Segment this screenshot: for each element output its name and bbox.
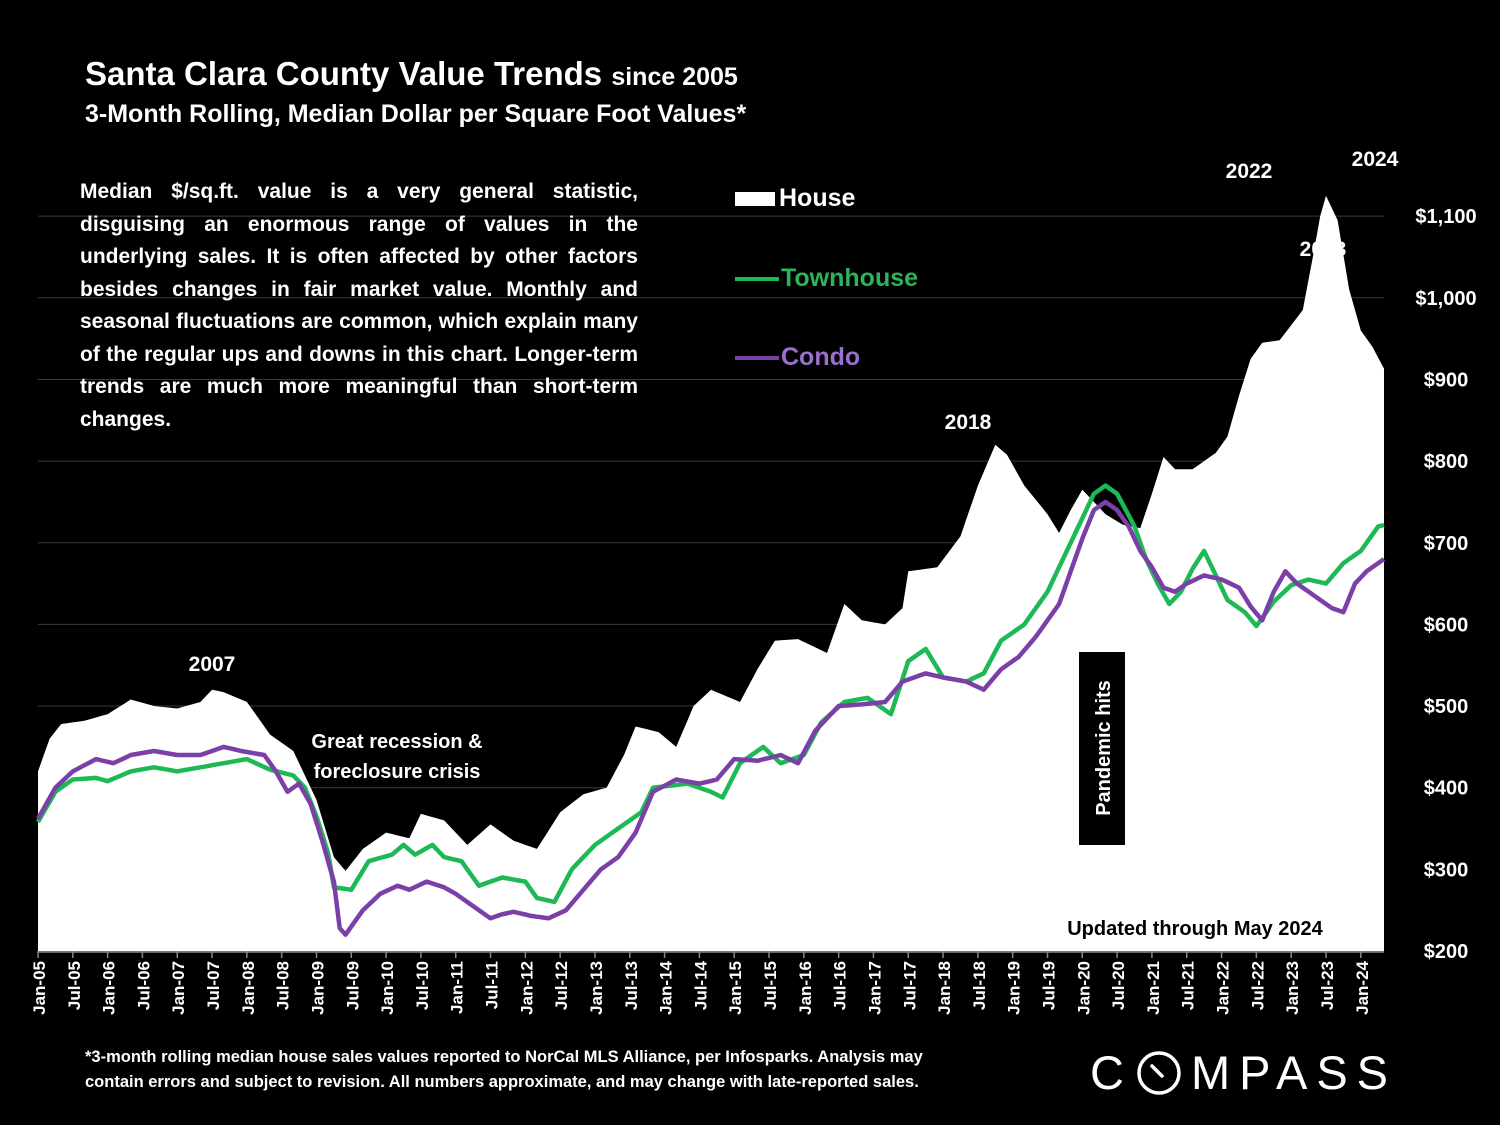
- pandemic-box: [1079, 652, 1125, 845]
- x-tick-label: Jul-12: [552, 961, 571, 1010]
- x-tick-label: Jan-16: [796, 961, 815, 1015]
- x-tick-label: Jan-22: [1214, 961, 1233, 1015]
- x-tick-label: Jul-11: [483, 961, 502, 1009]
- x-tick-label: Jan-24: [1353, 960, 1372, 1014]
- x-tick-label: Jul-08: [274, 961, 293, 1010]
- x-tick-label: Jan-19: [1005, 961, 1024, 1015]
- compass-o-icon: [1137, 1050, 1181, 1095]
- x-tick-label: Jul-07: [204, 961, 223, 1010]
- townhouse-line: [36, 483, 1385, 905]
- annotation-updated: Updated through May 2024: [1067, 918, 1323, 940]
- title-main: Santa Clara County Value Trends: [85, 55, 603, 92]
- x-tick-label: Jul-17: [900, 961, 919, 1010]
- y-tick-label: $300: [1424, 859, 1469, 881]
- x-tick-label: Jul-19: [1040, 961, 1059, 1010]
- annotation-pandemic: Pandemic hits: [1093, 680, 1115, 816]
- footnote-line1: *3-month rolling median house sales valu…: [85, 1048, 923, 1066]
- house-area: [38, 195, 1384, 951]
- y-tick-label: $700: [1424, 533, 1469, 555]
- x-tick-label: Jul-10: [413, 961, 432, 1010]
- x-tick-label: Jan-09: [308, 961, 327, 1015]
- x-tick-label: Jan-05: [30, 961, 49, 1015]
- x-tick-label: Jul-16: [831, 961, 850, 1010]
- line-series: [36, 483, 1386, 937]
- x-tick-label: Jan-17: [865, 961, 884, 1015]
- x-tick-label: Jul-21: [1179, 961, 1198, 1010]
- annotation-recession-line1: Great recession &: [311, 731, 482, 753]
- x-tick-label: Jul-13: [622, 961, 641, 1010]
- x-tick-label: Jan-12: [517, 961, 536, 1015]
- x-tick-label: Jan-14: [657, 960, 676, 1014]
- y-tick-label: $500: [1424, 696, 1469, 718]
- x-tick-label: Jul-09: [343, 961, 362, 1010]
- annotation-2022: 2022: [1226, 160, 1273, 183]
- x-tick-label: Jul-18: [970, 961, 989, 1010]
- legend-house-swatch: [735, 191, 775, 206]
- annotation-2018: 2018: [945, 411, 992, 434]
- x-tick-label: Jul-15: [761, 961, 780, 1010]
- x-tick-label: Jan-23: [1283, 961, 1302, 1015]
- x-tick-label: Jan-21: [1144, 961, 1163, 1015]
- y-tick-label: $900: [1424, 369, 1469, 391]
- legend-townhouse-swatch: [735, 276, 779, 281]
- x-tick-label: Jan-15: [726, 961, 745, 1015]
- y-tick-label: $1,000: [1415, 288, 1476, 310]
- annotations: 2007 Great recession & foreclosure crisi…: [189, 148, 1399, 940]
- x-tick-label: Jul-06: [134, 961, 153, 1010]
- x-tick-label: Jan-13: [587, 961, 606, 1015]
- axes: $200 $300 $400 $500 $600 $700 $800 $900 $1,000 $1…: [30, 206, 1477, 1015]
- legend-condo-label: Condo: [781, 343, 861, 371]
- y-tick-label: $800: [1424, 451, 1469, 473]
- compass-logo: C MPASS: [1090, 1045, 1397, 1100]
- x-tick-label: Jan-07: [169, 961, 188, 1015]
- y-tick-label: $400: [1424, 778, 1469, 800]
- annotation-2023: 2023: [1300, 238, 1347, 261]
- title-small: since 2005: [611, 63, 738, 91]
- condo-line: [36, 499, 1386, 937]
- y-tick-label: $200: [1424, 941, 1469, 963]
- x-tick-label: Jan-20: [1074, 961, 1093, 1015]
- footnote-line2: contain errors and subject to revision. …: [85, 1073, 919, 1091]
- annotation-2024: 2024: [1352, 148, 1399, 171]
- logo-c: C: [1090, 1046, 1133, 1099]
- annotation-recession-line2: foreclosure crisis: [314, 761, 481, 783]
- legend-condo: Condo: [735, 343, 860, 372]
- y-tick-label: $1,100: [1415, 206, 1476, 228]
- legend-house-label: House: [779, 184, 856, 212]
- x-tick-label: Jul-23: [1318, 961, 1337, 1010]
- logo-rest: MPASS: [1190, 1046, 1398, 1099]
- x-tick-label: Jan-10: [378, 961, 397, 1015]
- chart-subtitle: 3-Month Rolling, Median Dollar per Squar…: [85, 100, 747, 128]
- x-tick-label: Jul-22: [1248, 961, 1267, 1010]
- x-tick-label: Jan-06: [100, 961, 119, 1015]
- x-tick-label: Jan-11: [448, 961, 467, 1014]
- x-tick-label: Jan-08: [239, 961, 258, 1015]
- x-tick-label: Jul-20: [1109, 961, 1128, 1010]
- x-tick-label: Jul-05: [65, 961, 84, 1010]
- chart-title: Santa Clara County Value Trends since 20…: [85, 55, 738, 93]
- legend-townhouse-label: Townhouse: [781, 264, 919, 292]
- explanatory-note: Median $/sq.ft. value is a very general …: [80, 180, 638, 431]
- legend-townhouse: Townhouse: [735, 264, 918, 293]
- house-series: [38, 195, 1384, 951]
- x-tick-label: Jul-14: [691, 960, 710, 1010]
- annotation-2007: 2007: [189, 653, 236, 676]
- x-tick-label: Jan-18: [935, 961, 954, 1015]
- footnote: *3-month rolling median house sales valu…: [85, 1045, 923, 1095]
- legend-condo-swatch: [735, 355, 779, 360]
- y-tick-label: $600: [1424, 614, 1469, 636]
- legend-house: House: [735, 184, 855, 213]
